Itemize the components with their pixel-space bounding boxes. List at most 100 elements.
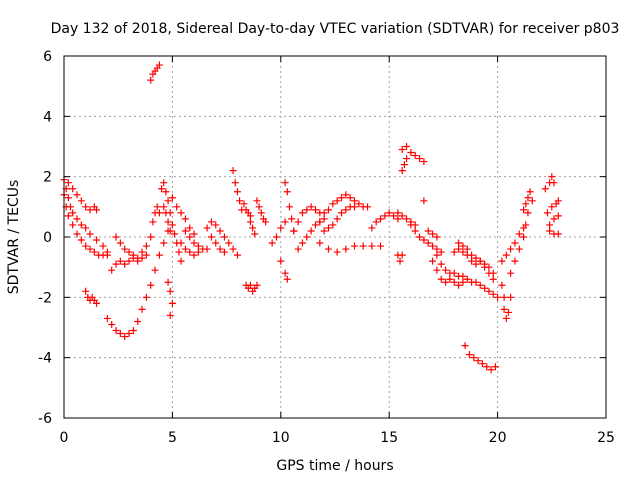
data-point (368, 242, 376, 250)
data-point (433, 245, 441, 253)
data-point (368, 224, 376, 232)
data-point (507, 269, 515, 277)
data-point (229, 245, 237, 253)
data-point (281, 179, 289, 187)
data-point (502, 314, 510, 322)
data-point (175, 248, 183, 256)
data-point (394, 215, 402, 223)
data-point (153, 203, 161, 211)
data-point (333, 197, 341, 205)
data-point (121, 333, 129, 341)
data-point (147, 281, 155, 289)
data-point (168, 194, 176, 202)
data-point (424, 239, 432, 247)
data-point (69, 209, 77, 217)
data-point (86, 245, 94, 253)
data-point (162, 209, 170, 217)
data-point (472, 254, 480, 262)
grid (64, 56, 606, 418)
data-point (437, 275, 445, 283)
data-point (416, 155, 424, 163)
data-point (463, 245, 471, 253)
data-point (338, 194, 346, 202)
data-point (346, 194, 354, 202)
data-point (403, 215, 411, 223)
data-point (420, 236, 428, 244)
data-point (142, 251, 150, 259)
data-point (82, 242, 90, 250)
data-point (121, 245, 129, 253)
data-point (181, 227, 189, 235)
data-point (541, 185, 549, 193)
data-point (112, 327, 120, 335)
data-point (481, 284, 489, 292)
data-point (108, 320, 116, 328)
data-point (186, 248, 194, 256)
data-point (522, 221, 530, 229)
data-point (550, 215, 558, 223)
data-point (424, 227, 432, 235)
data-point (240, 200, 248, 208)
data-point (333, 215, 341, 223)
x-tick-label: 20 (489, 430, 507, 446)
data-point (546, 227, 554, 235)
y-tick-label: -6 (38, 411, 52, 427)
data-series (60, 61, 562, 374)
data-point (160, 203, 168, 211)
data-point (244, 209, 252, 217)
data-point (437, 248, 445, 256)
data-point (158, 185, 166, 193)
data-point (177, 209, 185, 217)
data-point (411, 227, 419, 235)
data-point (442, 266, 450, 274)
data-point (468, 257, 476, 265)
data-point (253, 281, 261, 289)
data-point (407, 221, 415, 229)
data-point (129, 251, 137, 259)
data-point (64, 179, 72, 187)
data-point (316, 239, 324, 247)
data-point (160, 239, 168, 247)
data-point (543, 209, 551, 217)
data-point (138, 305, 146, 313)
data-point (416, 233, 424, 241)
data-point (246, 281, 254, 289)
data-point (225, 239, 233, 247)
data-point (303, 233, 311, 241)
data-point (324, 206, 332, 214)
data-point (311, 221, 319, 229)
data-point (481, 263, 489, 271)
data-point (203, 224, 211, 232)
data-point (164, 278, 172, 286)
data-point (112, 233, 120, 241)
data-point (342, 191, 350, 199)
data-point (253, 197, 261, 205)
data-point (251, 230, 259, 238)
data-point (433, 251, 441, 259)
data-point (177, 257, 185, 265)
data-point (483, 363, 491, 371)
data-point (77, 197, 85, 205)
data-point (116, 330, 124, 338)
data-point (548, 173, 556, 181)
data-point (342, 206, 350, 214)
data-point (99, 242, 107, 250)
data-point (522, 200, 530, 208)
data-point (149, 218, 157, 226)
data-point (507, 293, 515, 301)
data-point (385, 209, 393, 217)
data-point (155, 61, 163, 69)
data-point (511, 239, 519, 247)
data-point (164, 218, 172, 226)
data-point (268, 239, 276, 247)
data-point (461, 342, 469, 350)
data-point (470, 354, 478, 362)
data-point (86, 206, 94, 214)
data-point (272, 233, 280, 241)
data-point (377, 242, 385, 250)
data-point (155, 251, 163, 259)
data-point (142, 242, 150, 250)
data-point (398, 167, 406, 175)
data-point (500, 305, 508, 313)
